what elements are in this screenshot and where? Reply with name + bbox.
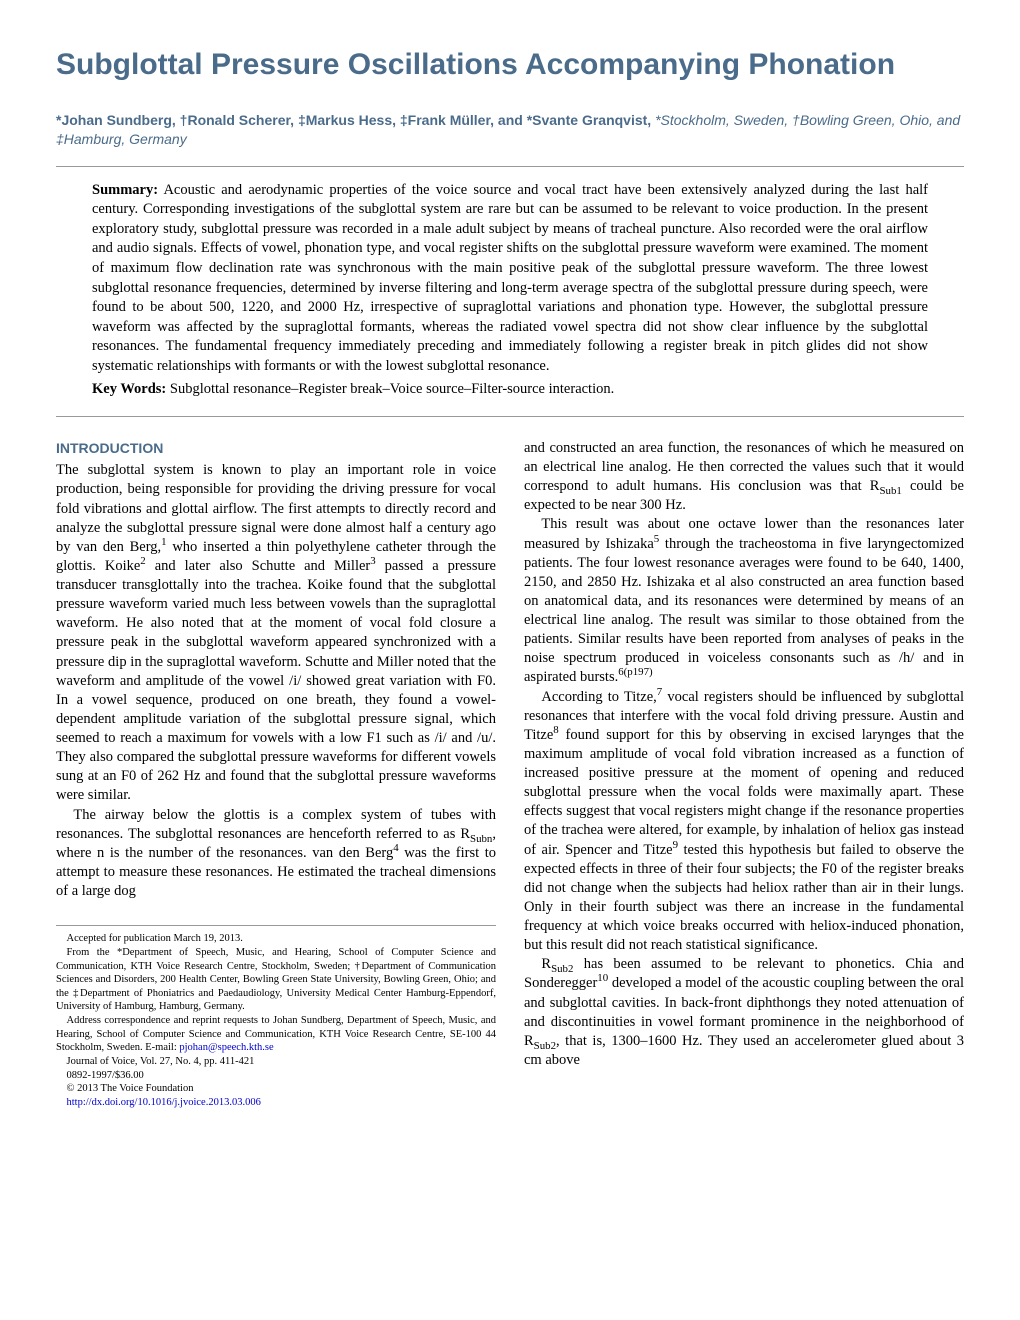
two-column-body: INTRODUCTION The subglottal system is kn… xyxy=(56,439,964,1110)
footer-copyright: © 2013 The Voice Foundation xyxy=(56,1082,496,1096)
right-para-1: and constructed an area function, the re… xyxy=(524,439,964,516)
right-para-3: According to Titze,7 vocal registers sho… xyxy=(524,688,964,956)
bottom-rule xyxy=(56,416,964,417)
footer-journal: Journal of Voice, Vol. 27, No. 4, pp. 41… xyxy=(56,1055,496,1069)
authors-line: *Johan Sundberg, †Ronald Scherer, ‡Marku… xyxy=(56,111,964,150)
intro-heading: INTRODUCTION xyxy=(56,439,496,457)
abstract-text: Summary: Acoustic and aerodynamic proper… xyxy=(92,181,928,377)
keywords-label: Key Words: xyxy=(92,381,166,397)
footer-rule xyxy=(56,925,496,926)
footer-doi-link[interactable]: http://dx.doi.org/10.1016/j.jvoice.2013.… xyxy=(67,1097,261,1108)
footer-accepted: Accepted for publication March 19, 2013. xyxy=(56,932,496,946)
author-names: *Johan Sundberg, †Ronald Scherer, ‡Marku… xyxy=(56,112,651,128)
intro-para-2: The airway below the glottis is a comple… xyxy=(56,806,496,902)
keywords-line: Key Words: Subglottal resonance–Register… xyxy=(92,380,928,400)
keywords-body: Subglottal resonance–Register break–Voic… xyxy=(166,381,614,397)
right-para-4: RSub2 has been assumed to be relevant to… xyxy=(524,955,964,1070)
right-column: and constructed an area function, the re… xyxy=(524,439,964,1110)
right-para-2: This result was about one octave lower t… xyxy=(524,515,964,687)
footer-issn: 0892-1997/$36.00 xyxy=(56,1069,496,1083)
intro-para-1: The subglottal system is known to play a… xyxy=(56,461,496,805)
footer-doi: http://dx.doi.org/10.1016/j.jvoice.2013.… xyxy=(56,1096,496,1110)
footer-email-link[interactable]: pjohan@speech.kth.se xyxy=(179,1042,273,1053)
footer-block: Accepted for publication March 19, 2013.… xyxy=(56,932,496,1109)
top-rule xyxy=(56,166,964,167)
abstract-block: Summary: Acoustic and aerodynamic proper… xyxy=(56,181,964,400)
footer-correspondence: Address correspondence and reprint reque… xyxy=(56,1014,496,1055)
summary-label: Summary: xyxy=(92,182,158,198)
paper-title: Subglottal Pressure Oscillations Accompa… xyxy=(56,48,964,83)
left-column: INTRODUCTION The subglottal system is kn… xyxy=(56,439,496,1110)
summary-body: Acoustic and aerodynamic properties of t… xyxy=(92,182,928,374)
footer-from: From the *Department of Speech, Music, a… xyxy=(56,946,496,1014)
